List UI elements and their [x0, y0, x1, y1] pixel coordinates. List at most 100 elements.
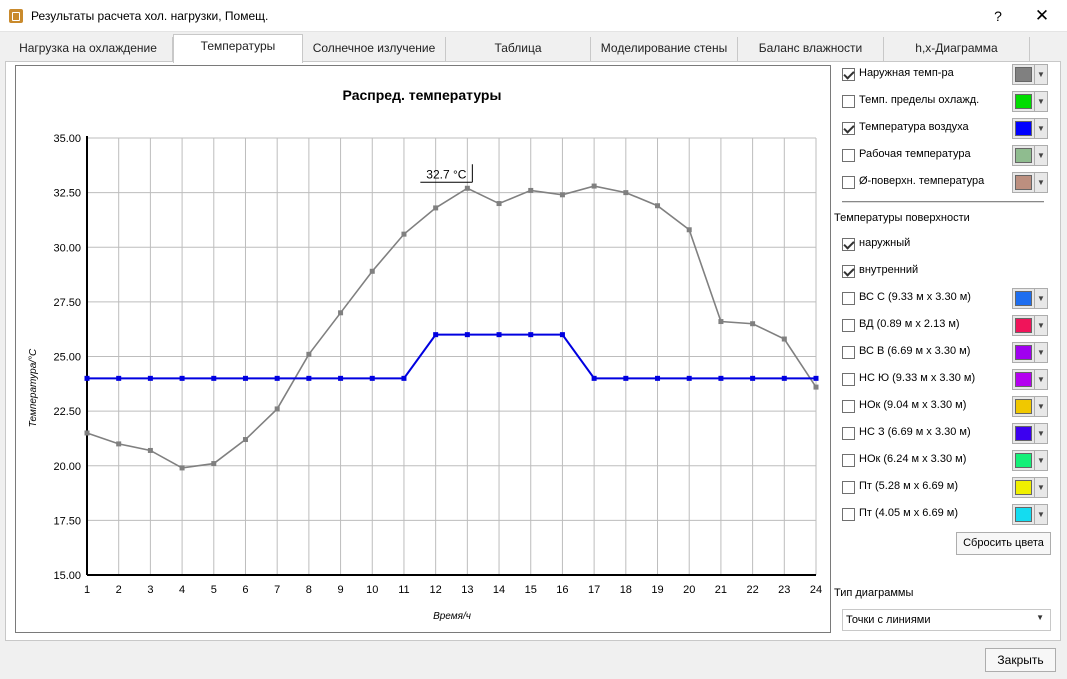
surface-3-checkbox[interactable]	[842, 373, 855, 386]
reset-colors-button[interactable]: Сбросить цвета	[956, 532, 1051, 555]
surface-5-label: НС З (6.69 м x 3.30 м)	[859, 426, 971, 438]
data-point	[591, 183, 597, 189]
data-point	[338, 375, 344, 381]
data-point	[369, 375, 375, 381]
chevron-down-icon: ▼	[1034, 370, 1047, 389]
diagram-type-select[interactable]: Точки с линиями ▼	[842, 609, 1051, 631]
color-swatch	[1015, 507, 1032, 522]
data-point	[401, 375, 407, 381]
data-point	[179, 465, 185, 471]
data-point	[813, 384, 819, 390]
data-point	[116, 441, 122, 447]
surface-side-1-checkbox[interactable]	[842, 265, 855, 278]
surface-1-color-picker[interactable]: ▼	[1012, 315, 1048, 336]
data-point	[211, 375, 217, 381]
data-point	[116, 375, 122, 381]
data-point	[274, 375, 280, 381]
data-point	[718, 319, 724, 325]
surface-2-checkbox[interactable]	[842, 346, 855, 359]
surface-4-checkbox[interactable]	[842, 400, 855, 413]
series-option-3-color-picker[interactable]: ▼	[1012, 145, 1048, 166]
x-tick-label: 24	[810, 584, 822, 596]
y-tick-label: 17.50	[53, 515, 81, 527]
surface-8-row: Пт (4.05 м x 6.69 м) ▼	[842, 504, 1052, 527]
x-tick-label: 6	[242, 584, 248, 596]
surface-7-color-picker[interactable]: ▼	[1012, 477, 1048, 498]
series-option-4-color-picker[interactable]: ▼	[1012, 172, 1048, 193]
series-option-0-checkbox[interactable]	[842, 68, 855, 81]
surface-8-color-picker[interactable]: ▼	[1012, 504, 1048, 525]
color-swatch	[1015, 121, 1032, 136]
x-tick-label: 4	[179, 584, 185, 596]
series-option-3-checkbox[interactable]	[842, 149, 855, 162]
series-option-0-color-picker[interactable]: ▼	[1012, 64, 1048, 85]
tab-solar-radiation[interactable]: Солнечное излучение	[303, 37, 446, 61]
surface-8-checkbox[interactable]	[842, 508, 855, 521]
data-point	[591, 375, 597, 381]
tab-cooling-load[interactable]: Нагрузка на охлаждение	[4, 37, 173, 61]
data-point	[306, 375, 312, 381]
surface-3-color-picker[interactable]: ▼	[1012, 369, 1048, 390]
color-swatch	[1015, 453, 1032, 468]
surface-0-checkbox[interactable]	[842, 292, 855, 305]
series-option-4-checkbox[interactable]	[842, 176, 855, 189]
color-swatch	[1015, 94, 1032, 109]
series-option-2-checkbox[interactable]	[842, 122, 855, 135]
y-axis-label: Температура/°C	[28, 348, 39, 427]
x-tick-label: 22	[746, 584, 758, 596]
chart-frame: Распред. температуры Время/ч Температура…	[15, 65, 831, 633]
series-option-3-label: Рабочая температура	[859, 148, 971, 160]
data-point	[211, 461, 217, 467]
x-tick-label: 20	[683, 584, 695, 596]
surface-7-label: Пт (5.28 м x 6.69 м)	[859, 480, 958, 492]
color-swatch	[1015, 345, 1032, 360]
tab-hx-diagram[interactable]: h,x-Диаграмма	[884, 37, 1030, 61]
close-button[interactable]: Закрыть	[985, 648, 1056, 672]
x-tick-label: 19	[651, 584, 663, 596]
data-point	[750, 375, 756, 381]
title-bar: Результаты расчета хол. нагрузки, Помещ.…	[0, 0, 1067, 32]
data-point	[496, 201, 502, 207]
chevron-down-icon: ▼	[1034, 92, 1047, 111]
series-option-2-row: Температура воздуха ▼	[842, 118, 1052, 141]
surface-side-0-checkbox[interactable]	[842, 238, 855, 251]
x-tick-label: 8	[306, 584, 312, 596]
tab-moisture-balance[interactable]: Баланс влажности	[738, 37, 884, 61]
divider	[842, 201, 1044, 203]
tab-table[interactable]: Таблица	[446, 37, 591, 61]
chevron-down-icon: ▼	[1034, 478, 1047, 497]
chevron-down-icon: ▼	[1034, 316, 1047, 335]
series-option-4-label: Ø-поверхн. температура	[859, 175, 985, 187]
close-window-button[interactable]: ✕	[1034, 6, 1050, 25]
diagram-type-label: Тип диаграммы	[834, 587, 914, 599]
surface-1-checkbox[interactable]	[842, 319, 855, 332]
help-button[interactable]: ?	[994, 8, 1002, 24]
surface-4-color-picker[interactable]: ▼	[1012, 396, 1048, 417]
data-point	[528, 332, 534, 338]
data-point	[401, 231, 407, 237]
surface-0-color-picker[interactable]: ▼	[1012, 288, 1048, 309]
color-swatch	[1015, 426, 1032, 441]
surface-7-checkbox[interactable]	[842, 481, 855, 494]
surface-5-checkbox[interactable]	[842, 427, 855, 440]
data-point	[655, 203, 661, 209]
x-tick-label: 5	[211, 584, 217, 596]
x-tick-label: 18	[620, 584, 632, 596]
chevron-down-icon: ▼	[1034, 289, 1047, 308]
tab-temperatures[interactable]: Температуры	[173, 34, 303, 63]
chart-title: Распред. температуры	[343, 87, 502, 103]
surface-5-color-picker[interactable]: ▼	[1012, 423, 1048, 444]
surface-6-color-picker[interactable]: ▼	[1012, 450, 1048, 471]
series-option-2-color-picker[interactable]: ▼	[1012, 118, 1048, 139]
chevron-down-icon: ▼	[1034, 173, 1047, 192]
data-point	[781, 336, 787, 342]
surface-6-checkbox[interactable]	[842, 454, 855, 467]
data-point	[433, 332, 439, 338]
series-option-1-checkbox[interactable]	[842, 95, 855, 108]
series-option-1-color-picker[interactable]: ▼	[1012, 91, 1048, 112]
surface-2-color-picker[interactable]: ▼	[1012, 342, 1048, 363]
tab-wall-simulation[interactable]: Моделирование стены	[591, 37, 738, 61]
surface-6-row: НОк (6.24 м x 3.30 м) ▼	[842, 450, 1052, 473]
data-point	[369, 268, 375, 274]
series-option-3-row: Рабочая температура ▼	[842, 145, 1052, 168]
